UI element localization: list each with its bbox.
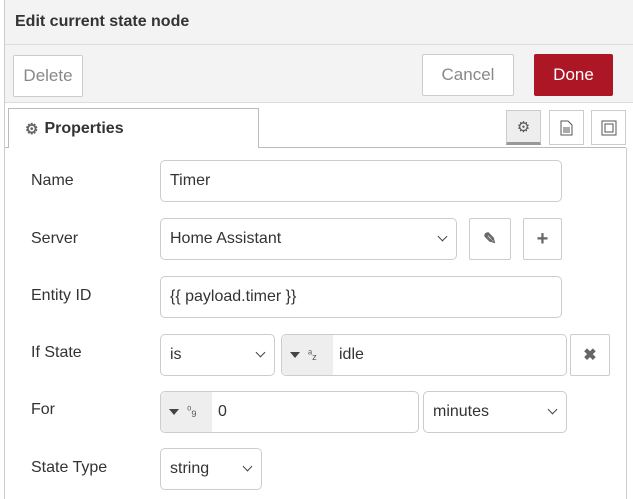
number-type-icon: ⁰9: [187, 405, 197, 420]
appearance-icon[interactable]: [591, 110, 626, 145]
operator-value: is: [170, 346, 182, 363]
for-label: For: [31, 401, 55, 418]
for-input[interactable]: ⁰9 0: [160, 391, 419, 433]
gear-icon[interactable]: ⚙: [506, 110, 541, 145]
name-input[interactable]: Timer: [160, 160, 562, 202]
plus-icon: +: [536, 227, 549, 250]
scrollbar-edge: [626, 148, 627, 499]
chevron-down-icon: [437, 231, 448, 242]
button-bar: [5, 45, 633, 103]
state-type-select[interactable]: string: [160, 448, 262, 490]
gear-icon: ⚙: [25, 120, 39, 138]
cancel-button[interactable]: Cancel: [422, 54, 514, 96]
if-state-input[interactable]: ᵃz idle: [281, 334, 567, 376]
name-value: Timer: [170, 172, 211, 189]
dialog-title: Edit current state node: [15, 13, 190, 30]
pencil-icon: ✎: [483, 231, 497, 248]
for-value: 0: [218, 403, 227, 420]
server-value: Home Assistant: [170, 230, 282, 247]
clear-button[interactable]: ✖: [570, 334, 610, 376]
type-selector[interactable]: ⁰9: [161, 392, 212, 432]
chevron-down-icon: [255, 347, 266, 358]
if-state-label: If State: [31, 344, 82, 361]
entity-id-label: Entity ID: [31, 287, 92, 304]
entity-id-input[interactable]: {{ payload.timer }}: [160, 276, 562, 318]
chevron-down-icon: [547, 404, 558, 415]
caret-down-icon: [290, 352, 300, 358]
tab-label: Properties: [44, 119, 124, 137]
edit-server-button[interactable]: ✎: [469, 218, 511, 260]
tab-properties[interactable]: ⚙ Properties: [8, 108, 259, 148]
description-icon[interactable]: [549, 110, 584, 145]
add-server-button[interactable]: +: [523, 218, 562, 260]
server-select[interactable]: Home Assistant: [160, 218, 457, 260]
state-type-label: State Type: [31, 459, 108, 476]
entity-id-value: {{ payload.timer }}: [170, 288, 297, 305]
state-type-value: string: [170, 460, 210, 477]
if-state-value: idle: [339, 346, 364, 363]
tab-divider: [5, 147, 626, 148]
string-type-icon: ᵃz: [308, 347, 317, 363]
name-label: Name: [31, 172, 74, 189]
if-state-operator-select[interactable]: is: [160, 334, 275, 376]
caret-down-icon: [169, 409, 179, 415]
done-button[interactable]: Done: [534, 54, 613, 96]
close-icon: ✖: [583, 347, 597, 364]
chevron-down-icon: [242, 461, 253, 472]
delete-button[interactable]: Delete: [13, 55, 83, 97]
dialog-header: [5, 0, 633, 45]
dialog-border: [4, 0, 5, 499]
server-label: Server: [31, 230, 79, 247]
type-selector[interactable]: ᵃz: [282, 335, 333, 375]
for-unit-select[interactable]: minutes: [423, 391, 567, 433]
unit-value: minutes: [433, 403, 490, 420]
